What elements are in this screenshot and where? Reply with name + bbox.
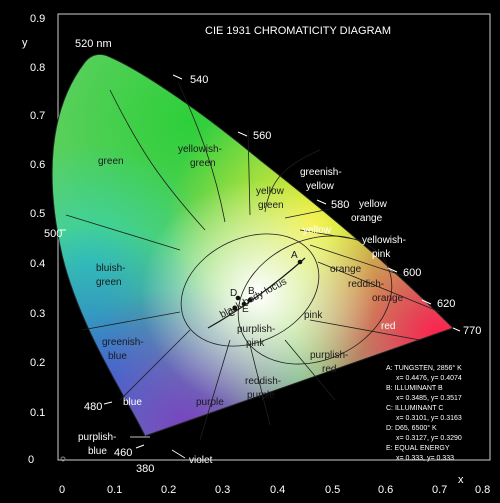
legend-line: x= 0.333, y= 0.333: [396, 455, 454, 462]
legend-line: x= 0.4476, y= 0.4074: [396, 375, 462, 382]
legend-line: x= 0.3101, y= 0.3163: [396, 415, 462, 422]
legend-line: x= 0.3127, y= 0.3290: [396, 435, 462, 442]
point-d-label: D: [230, 288, 237, 299]
region-labels: green yellowish- green yellow green gree…: [78, 144, 406, 466]
region-reddish-purple-line1: reddish-: [245, 376, 281, 387]
y-tick: 0.9: [30, 13, 45, 25]
point-e-label: E: [242, 304, 249, 315]
wavelength-460: 460: [114, 447, 132, 459]
point-d-marker: [235, 295, 241, 301]
y-axis-ticks: 0.9 0.8 0.7 0.6 0.5 0.4 0.3 0.2 0.1 0: [28, 13, 45, 466]
legend-line: x= 0.3485, y= 0.3517: [396, 395, 462, 402]
region-greenish-yellow-line1: greenish-: [300, 167, 342, 178]
x-axis-ticks: 0 0.1 0.2 0.3 0.4 0.5 0.6 0.7 0.8: [59, 484, 490, 496]
region-pink: pink: [304, 310, 323, 321]
legend-line: D: D65, 6500° K: [386, 424, 437, 432]
region-bluish-green-line1: bluish-: [96, 263, 125, 274]
wavelength-480: 480: [84, 401, 102, 413]
region-greenish-blue-line2: blue: [108, 351, 127, 362]
y-tick: 0.1: [30, 407, 45, 419]
point-c-label: C: [228, 308, 235, 319]
wavelength-500: 500: [44, 228, 62, 240]
x-tick: 0.6: [378, 484, 393, 496]
point-b-marker: [247, 297, 253, 303]
origin-marker: [60, 456, 66, 462]
diagram-title: CIE 1931 CHROMATICITY DIAGRAM: [205, 25, 391, 37]
region-purplish-pink-line1: purplish-: [237, 324, 275, 335]
x-tick: 0.8: [475, 484, 490, 496]
x-tick: 0: [59, 484, 65, 496]
wavelength-770: 770: [463, 325, 481, 337]
legend-line: C: ILLUMINANT C: [386, 405, 443, 412]
y-tick: 0.8: [30, 62, 45, 74]
region-yellow-orange-line2: orange: [351, 213, 383, 224]
y-axis-label: y: [22, 37, 28, 49]
wavelength-ticks: [60, 74, 461, 449]
x-tick: 0.1: [107, 484, 122, 496]
y-tick: 0.2: [30, 357, 45, 369]
wavelength-560: 560: [253, 130, 271, 142]
point-c-marker: [232, 305, 238, 311]
region-yellow-green-line2: green: [258, 200, 284, 211]
region-bluish-green-line2: green: [96, 277, 122, 288]
wavelength-labels: 520 nm 540 560 580 600 620 770 500 480 4…: [44, 38, 481, 475]
region-reddish-orange-line1: reddish-: [348, 279, 384, 290]
wavelength-600: 600: [403, 267, 421, 279]
wavelength-520: 520 nm: [75, 38, 112, 50]
region-green: green: [98, 156, 124, 167]
region-boundaries: [65, 81, 441, 441]
point-e-marker: [241, 301, 247, 307]
illuminant-legend: A: TUNGSTEN, 2856° K x= 0.4476, y= 0.407…: [386, 364, 462, 462]
region-reddish-purple-line2: purple: [247, 390, 275, 401]
region-purplish-pink-line2: pink: [246, 338, 265, 349]
wavelength-540: 540: [190, 74, 208, 86]
wavelength-620: 620: [437, 298, 455, 310]
region-yellow-green-line1: yellow: [256, 186, 285, 197]
legend-line: E: EQUAL ENERGY: [386, 445, 450, 452]
wavelength-380: 380: [136, 463, 154, 475]
x-axis-label: x: [458, 474, 464, 486]
legend-line: A: TUNGSTEN, 2856° K: [386, 364, 462, 372]
legend-line: B: ILLUMINANT B: [386, 385, 443, 392]
wavelength-580: 580: [331, 199, 349, 211]
x-tick: 0.4: [270, 484, 285, 496]
spectral-locus: [51, 53, 454, 437]
y-tick: 0.7: [30, 110, 45, 122]
region-yellow: yellow: [303, 225, 332, 236]
region-yellowish-green-line2: green: [190, 158, 216, 169]
y-tick: 0: [28, 454, 34, 466]
point-a-label: A: [291, 250, 298, 261]
region-yellowish-green-line1: yellowish-: [178, 144, 222, 155]
callout-arrows: [130, 436, 186, 459]
point-b-label: B: [248, 286, 255, 297]
region-greenish-yellow-line2: yellow: [306, 181, 335, 192]
y-tick: 0.4: [30, 258, 45, 270]
region-yellow-orange-line1: yellow: [359, 199, 388, 210]
x-tick: 0.3: [215, 484, 230, 496]
x-tick: 0.2: [161, 484, 176, 496]
illuminant-points: A B C D E: [228, 250, 303, 319]
region-blue: blue: [123, 397, 142, 408]
region-yellowish-pink-line2: pink: [372, 249, 391, 260]
region-red: red: [381, 321, 395, 332]
region-purplish-red-line1: purplish-: [310, 350, 348, 361]
region-purple: purple: [196, 397, 224, 408]
y-tick: 0.5: [30, 208, 45, 220]
x-tick: 0.5: [325, 484, 340, 496]
region-purplish-blue-line2: blue: [88, 446, 107, 457]
region-greenish-blue-line1: greenish-: [102, 337, 144, 348]
point-a-marker: [297, 259, 303, 265]
y-tick: 0.6: [30, 159, 45, 171]
region-purplish-blue-line1: purplish-: [78, 432, 116, 443]
region-purplish-red-line2: red: [322, 364, 336, 375]
black-body-locus-line: [207, 257, 306, 329]
region-orange: orange: [330, 264, 362, 275]
region-reddish-orange-line2: orange: [372, 293, 404, 304]
region-violet: violet: [189, 455, 213, 466]
y-tick: 0.3: [30, 308, 45, 320]
x-tick: 0.7: [432, 484, 447, 496]
region-yellowish-pink-line1: yellowish-: [362, 235, 406, 246]
